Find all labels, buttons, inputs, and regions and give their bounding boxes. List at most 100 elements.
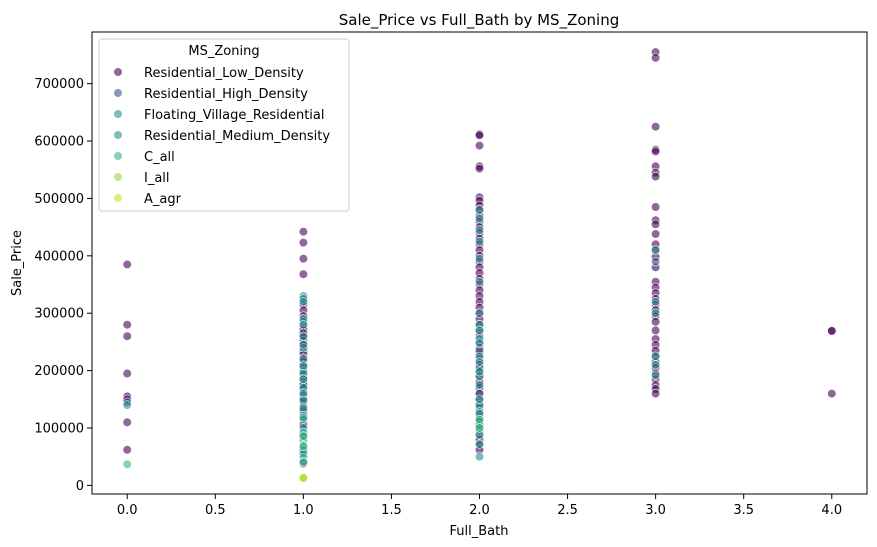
y-tick-label: 100000 bbox=[34, 422, 84, 437]
data-point bbox=[650, 351, 661, 361]
data-point bbox=[827, 389, 837, 399]
data-point bbox=[474, 213, 485, 224]
data-point bbox=[650, 389, 661, 399]
data-point bbox=[474, 325, 485, 336]
legend-items: Residential_Low_Density Residential_High_… bbox=[113, 66, 330, 207]
series-residential-medium-density bbox=[298, 291, 485, 466]
legend-marker bbox=[113, 109, 123, 119]
legend-label: C_all bbox=[144, 150, 175, 165]
x-tick-label: 4.0 bbox=[821, 503, 842, 518]
legend-marker bbox=[113, 151, 123, 161]
x-tick-label: 1.5 bbox=[381, 503, 402, 518]
data-point bbox=[298, 340, 309, 350]
data-point bbox=[650, 370, 661, 380]
data-point bbox=[650, 146, 661, 156]
data-point bbox=[298, 297, 309, 307]
data-point bbox=[474, 141, 485, 151]
x-tick-label: 0.5 bbox=[205, 503, 226, 518]
data-point bbox=[650, 360, 661, 370]
data-point bbox=[650, 297, 661, 307]
data-point bbox=[122, 459, 132, 469]
legend-label: Residential_Low_Density bbox=[144, 66, 304, 81]
data-point bbox=[298, 431, 309, 441]
legend-box bbox=[98, 38, 350, 212]
data-point bbox=[474, 164, 485, 174]
series-a-agr bbox=[298, 473, 309, 483]
y-tick-label: 700000 bbox=[34, 77, 84, 92]
data-point bbox=[122, 368, 132, 379]
data-point bbox=[474, 414, 485, 425]
data-point bbox=[298, 269, 309, 279]
x-tick-label: 2.5 bbox=[557, 503, 578, 518]
legend-label: Residential_Medium_Density bbox=[144, 129, 330, 144]
x-tick-label: 2.0 bbox=[469, 503, 490, 518]
data-point bbox=[474, 130, 485, 140]
legend-label: I_all bbox=[144, 171, 170, 186]
data-point bbox=[474, 236, 485, 247]
y-tick-label: 500000 bbox=[34, 192, 84, 207]
data-point bbox=[122, 417, 132, 427]
x-tick-label: 3.5 bbox=[733, 503, 754, 518]
legend-marker bbox=[113, 67, 123, 77]
data-point bbox=[827, 326, 837, 336]
data-point bbox=[650, 245, 661, 255]
data-point bbox=[650, 229, 661, 239]
y-tick-label: 600000 bbox=[34, 135, 84, 150]
data-point bbox=[298, 441, 309, 452]
data-point bbox=[298, 254, 309, 264]
x-axis: 0.0 0.5 1.0 1.5 2.0 2.5 3.0 3.5 4.0 bbox=[117, 494, 842, 518]
data-point bbox=[650, 257, 661, 267]
data-point bbox=[122, 320, 132, 330]
y-tick-label: 300000 bbox=[34, 307, 84, 322]
data-point bbox=[298, 320, 309, 330]
data-point bbox=[650, 325, 661, 336]
x-tick-label: 3.0 bbox=[645, 503, 666, 518]
points-layer bbox=[122, 47, 837, 483]
data-point bbox=[650, 122, 661, 132]
series-floating-village-residential bbox=[122, 205, 661, 462]
x-tick-label: 1.0 bbox=[293, 503, 314, 518]
y-axis-label: Sale_Price bbox=[10, 230, 25, 296]
legend-marker bbox=[113, 172, 123, 182]
data-point bbox=[474, 277, 485, 287]
x-tick-label: 0.0 bbox=[117, 503, 138, 518]
y-axis: 0 100000 200000 300000 400000 500000 600000 700… bbox=[34, 77, 92, 494]
legend: MS_Zoning Residential_Low_DensityResiden… bbox=[98, 38, 350, 212]
y-tick-label: 200000 bbox=[34, 364, 84, 379]
legend-label: Floating_Village_Residential bbox=[144, 108, 324, 123]
data-point bbox=[298, 331, 309, 341]
legend-title: MS_Zoning bbox=[188, 44, 259, 59]
y-tick-label: 0 bbox=[76, 479, 84, 494]
data-point bbox=[474, 357, 485, 367]
series-c-all bbox=[122, 413, 485, 469]
data-point bbox=[122, 445, 132, 455]
data-point bbox=[474, 254, 485, 264]
data-point bbox=[650, 172, 661, 182]
data-point bbox=[650, 202, 661, 212]
legend-label: A_agr bbox=[144, 192, 182, 207]
data-point bbox=[650, 308, 661, 318]
data-point bbox=[474, 338, 485, 348]
data-point bbox=[298, 238, 309, 248]
data-point bbox=[474, 439, 485, 449]
legend-label: Residential_High_Density bbox=[144, 87, 308, 102]
legend-marker bbox=[113, 193, 123, 203]
data-point bbox=[650, 53, 661, 63]
series-residential-high-density bbox=[122, 257, 661, 440]
data-point bbox=[650, 219, 661, 229]
data-point bbox=[650, 317, 661, 327]
data-point bbox=[474, 423, 485, 433]
x-axis-label: Full_Bath bbox=[450, 524, 509, 539]
legend-marker bbox=[113, 88, 123, 98]
data-point bbox=[474, 367, 485, 377]
data-point bbox=[298, 413, 309, 423]
data-point bbox=[298, 374, 309, 384]
data-point bbox=[298, 473, 309, 483]
data-point bbox=[122, 331, 132, 341]
legend-marker bbox=[113, 130, 123, 140]
data-point bbox=[474, 225, 485, 235]
data-point bbox=[298, 227, 309, 237]
data-point bbox=[474, 380, 485, 390]
